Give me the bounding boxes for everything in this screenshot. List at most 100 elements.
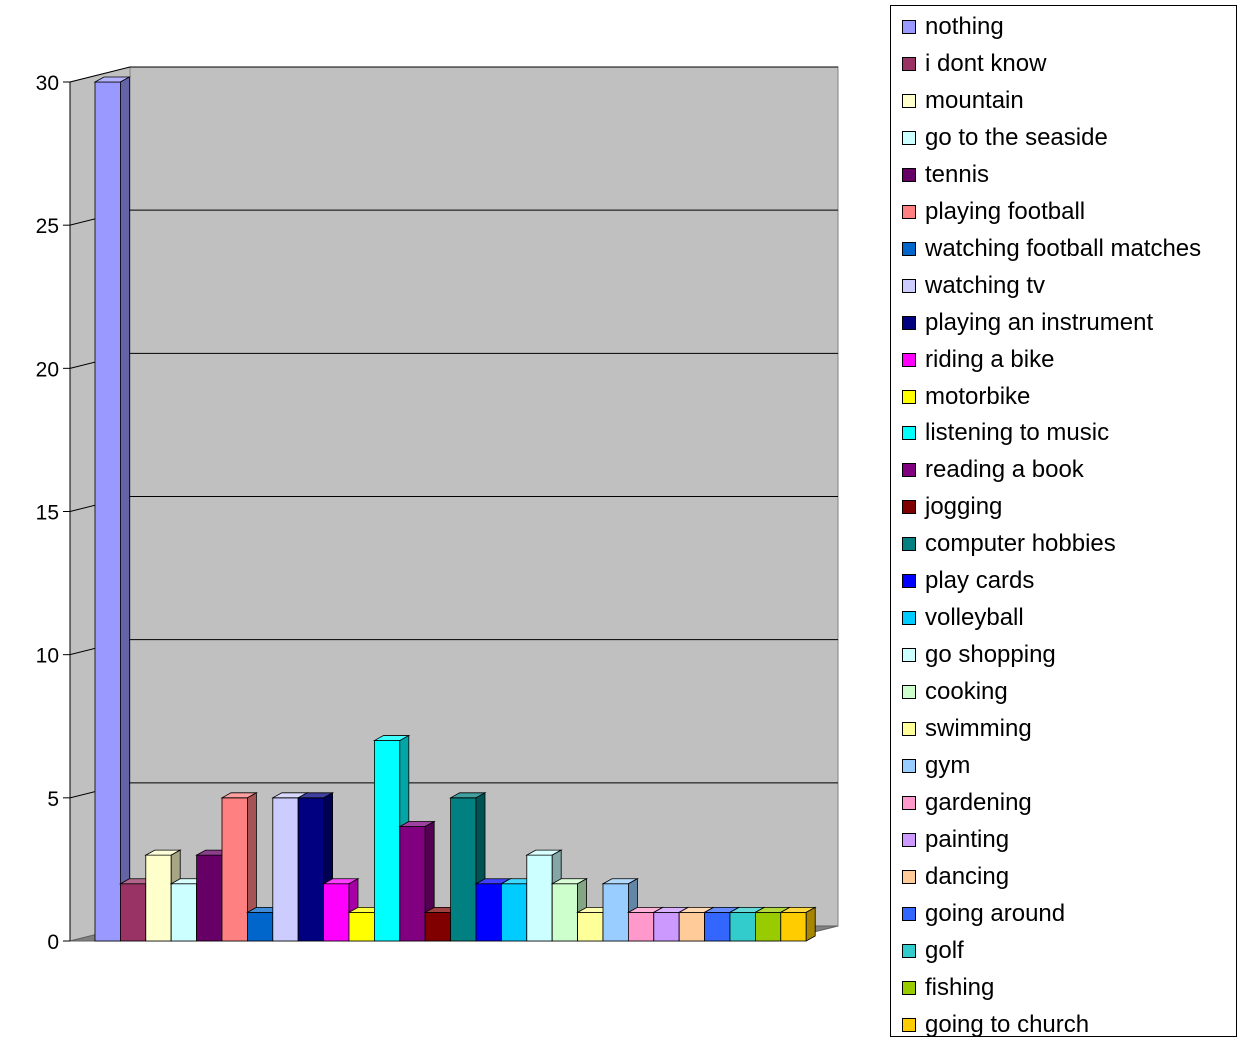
legend-label: cooking	[925, 678, 1008, 706]
legend-label: watching tv	[925, 271, 1046, 299]
legend-entry: watching football matches	[902, 234, 1201, 264]
legend-entry: go shopping	[902, 640, 1056, 670]
legend-label: watching football matches	[925, 234, 1202, 262]
bar-front	[221, 797, 248, 942]
legend-label: swimming	[925, 715, 1032, 743]
gridline	[69, 66, 838, 83]
legend-entry: nothing	[902, 12, 1004, 42]
legend-entry: riding a bike	[902, 345, 1054, 375]
legend-label: gym	[925, 752, 971, 779]
legend-swatch	[902, 537, 916, 552]
legend-swatch	[902, 315, 916, 330]
legend-swatch	[902, 943, 916, 958]
legend-label: go shopping	[925, 641, 1056, 669]
legend-swatch	[902, 1017, 916, 1032]
bar	[779, 906, 817, 942]
y-tick-label: 0	[47, 931, 59, 954]
legend-swatch	[902, 389, 916, 404]
bar	[677, 906, 716, 942]
bar-front	[475, 883, 502, 942]
legend-entry: mountain	[902, 86, 1024, 116]
bar	[93, 76, 131, 942]
legend-entry: play cards	[902, 566, 1034, 596]
legend-entry: tennis	[902, 160, 989, 190]
legend-entry: listening to music	[902, 418, 1109, 448]
bar-front	[145, 854, 172, 942]
legend-swatch	[902, 759, 916, 773]
bar-front	[704, 911, 731, 942]
legend-swatch	[902, 56, 916, 71]
bar-front	[246, 911, 274, 942]
bar-front	[450, 797, 477, 942]
bar-front	[196, 854, 223, 942]
legend-entry: dancing	[902, 862, 1009, 892]
legend-swatch	[902, 648, 916, 663]
legend-entry: playing football	[902, 197, 1085, 227]
legend-entry: go to the seaside	[902, 123, 1108, 153]
y-tick-label: 5	[47, 788, 59, 811]
y-tick-label: 30	[36, 72, 59, 95]
legend-label: golf	[925, 936, 964, 964]
legend-entry: computer hobbies	[902, 529, 1116, 559]
legend-label: play cards	[925, 567, 1035, 595]
legend-label: gardening	[925, 788, 1032, 816]
legend-entry: playing an instrument	[902, 308, 1153, 338]
legend-swatch	[902, 167, 916, 182]
legend-swatch	[902, 832, 916, 847]
bar-front	[120, 883, 147, 942]
legend-swatch	[902, 426, 916, 441]
legend-label: going around	[925, 899, 1066, 927]
bar-front	[755, 911, 782, 942]
legend-entry: fishing	[902, 973, 994, 1003]
legend-entry: watching tv	[902, 271, 1045, 301]
legend-label: computer hobbies	[925, 530, 1116, 558]
bar-front	[653, 911, 680, 942]
legend-entry: swimming	[902, 714, 1032, 744]
legend-label: reading a book	[925, 456, 1084, 484]
legend-swatch	[902, 869, 916, 884]
bar-front	[424, 911, 452, 942]
legend-label: dancing	[925, 862, 1010, 890]
legend-swatch	[902, 463, 916, 478]
chart-plot-area: 0 5 10 15 20 25 30	[36, 66, 839, 954]
legend-label: volleyball	[925, 604, 1024, 632]
bar-front	[94, 81, 121, 942]
legend-label: playing an instrument	[925, 308, 1154, 336]
legend-swatch	[902, 204, 916, 219]
bar-front	[272, 797, 299, 942]
legend-label: playing football	[925, 197, 1086, 225]
legend-label: motorbike	[925, 382, 1031, 410]
bar-front	[780, 911, 807, 942]
legend-entry: going around	[902, 899, 1065, 929]
legend-entry: volleyball	[902, 603, 1024, 633]
legend-label: listening to music	[925, 419, 1110, 447]
bar-front	[348, 911, 375, 942]
legend-entry: gardening	[902, 788, 1032, 818]
bar-side	[805, 906, 816, 942]
legend-entry: reading a book	[902, 455, 1084, 485]
legend-entry: i dont know	[902, 49, 1046, 79]
bar-front	[170, 883, 197, 942]
y-tick-label: 25	[36, 215, 59, 238]
bar-front	[602, 883, 629, 942]
gridline	[69, 496, 838, 512]
legend-entry: cooking	[902, 677, 1008, 707]
legend-label: fishing	[925, 973, 995, 1001]
bar	[398, 820, 436, 942]
legend-swatch	[902, 93, 916, 108]
gridline	[69, 782, 838, 799]
legend-swatch	[902, 685, 916, 700]
legend-label: painting	[925, 825, 1010, 853]
bar-front	[399, 826, 426, 942]
legend: nothing i dont know mountain go to the seas…	[890, 5, 1237, 1038]
legend-swatch	[902, 500, 916, 515]
legend-label: go to the seaside	[925, 123, 1108, 151]
legend-label: nothing	[925, 13, 1004, 40]
y-tick-label: 10	[36, 645, 59, 668]
legend-swatch	[902, 130, 916, 145]
legend-label: mountain	[925, 86, 1024, 114]
bar-front	[729, 911, 756, 942]
legend-label: jogging	[925, 493, 1003, 521]
bar-front	[500, 883, 528, 942]
legend-swatch	[902, 352, 916, 367]
